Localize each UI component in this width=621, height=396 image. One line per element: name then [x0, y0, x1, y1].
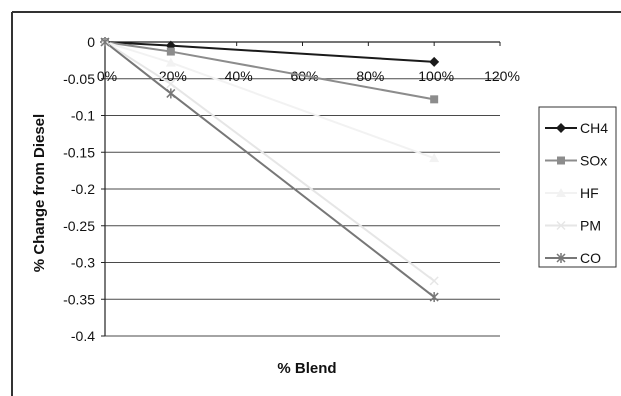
legend-item-sox: SOx — [545, 153, 607, 169]
x-axis-title: % Blend — [277, 360, 336, 377]
legend-item-ch4: CH4 — [545, 120, 608, 136]
series-line-pm — [104, 41, 435, 282]
data-point-ch4 — [429, 56, 440, 67]
data-point-hf — [429, 153, 440, 163]
series-markers — [100, 37, 440, 303]
legend-label: CH4 — [580, 120, 608, 136]
data-point-co — [166, 88, 176, 99]
y-tick-label: -0.3 — [71, 255, 95, 271]
gridlines — [105, 78, 500, 337]
legend: CH4 SOx HF PM CO — [538, 106, 617, 268]
series-line-co — [104, 41, 435, 298]
y-tick-labels: 0 -0.05 -0.1 -0.15 -0.2 -0.25 -0.3 -0.35 -0.4 — [63, 34, 105, 344]
y-tick-label: -0.4 — [71, 328, 95, 344]
x-tick-labels: 0% 20% 40% 60% 80% 100% 120% — [97, 42, 520, 84]
series-lines — [104, 41, 435, 298]
x-tick-label: 80% — [356, 68, 384, 84]
data-point-pm — [166, 79, 176, 89]
legend-item-co: CO — [545, 250, 601, 266]
data-point-pm — [429, 276, 439, 286]
x-tick-label: 100% — [418, 68, 454, 84]
legend-label: HF — [580, 185, 599, 201]
y-tick-label: -0.35 — [63, 291, 95, 307]
x-tick-label: 40% — [225, 68, 253, 84]
data-point-sox — [166, 47, 175, 56]
legend-item-pm: PM — [545, 218, 601, 234]
legend-label: SOx — [580, 153, 607, 169]
legend-marker — [556, 220, 566, 231]
y-tick-label: -0.25 — [63, 218, 95, 234]
data-point-hf — [165, 57, 176, 67]
y-tick-label: -0.1 — [71, 108, 95, 124]
y-tick-label: -0.05 — [63, 71, 95, 87]
legend-marker — [556, 188, 566, 197]
legend-marker — [556, 123, 566, 133]
legend-marker — [556, 253, 566, 263]
y-tick-label: 0 — [87, 34, 95, 50]
legend-marker — [557, 156, 565, 165]
data-point-sox — [430, 95, 439, 104]
y-axis-title: % Change from Diesel — [31, 114, 48, 272]
legend-box — [538, 106, 617, 268]
data-point-co — [100, 37, 110, 47]
y-tick-label: -0.2 — [71, 181, 95, 197]
y-tick-label: -0.15 — [63, 144, 95, 160]
legend-item-hf: HF — [545, 185, 599, 201]
series-line-sox — [104, 41, 435, 101]
x-tick-label: 0% — [97, 68, 117, 84]
series-line-ch4 — [104, 41, 435, 63]
legend-label: CO — [580, 250, 601, 266]
x-tick-label: 120% — [484, 68, 520, 84]
legend-label: PM — [580, 218, 601, 234]
data-point-co — [429, 292, 439, 303]
